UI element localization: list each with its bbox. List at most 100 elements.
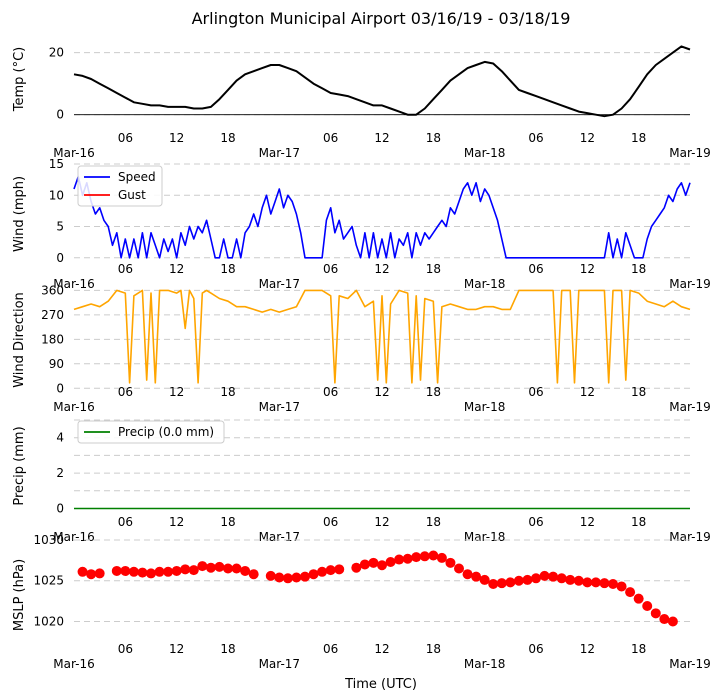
data-point	[171, 565, 182, 576]
data-point	[573, 575, 584, 586]
x-tick-label: 12	[374, 262, 389, 276]
data-point	[163, 566, 174, 577]
y-tick-label: 1025	[33, 574, 64, 588]
x-tick-label: Mar-19	[669, 146, 710, 160]
data-point	[274, 572, 285, 583]
x-tick-label: 12	[374, 131, 389, 145]
data-point	[496, 578, 507, 589]
y-tick-label: 5	[56, 220, 64, 234]
y-axis-label: MSLP (hPa)	[12, 559, 27, 631]
data-point	[471, 571, 482, 582]
y-tick-label: 1030	[33, 533, 64, 547]
x-tick-label: 12	[374, 385, 389, 399]
data-point	[402, 553, 413, 564]
y-axis-label: Wind (mph)	[12, 176, 27, 252]
data-point	[146, 568, 156, 579]
y-tick-label: 15	[49, 157, 64, 171]
data-point	[394, 554, 405, 565]
x-tick-label: 18	[426, 642, 441, 656]
data-point	[454, 563, 464, 574]
data-point	[137, 567, 148, 578]
x-tick-label: 06	[118, 385, 133, 399]
x-tick-label: Mar-18	[464, 530, 505, 544]
x-tick-label: 06	[323, 515, 338, 529]
x-tick-label: 06	[528, 515, 543, 529]
data-point	[77, 566, 88, 577]
data-point	[351, 562, 362, 573]
data-point	[231, 563, 242, 574]
x-tick-label: 18	[426, 515, 441, 529]
data-point	[505, 577, 516, 588]
data-point	[334, 564, 345, 575]
x-tick-label: Mar-18	[464, 277, 505, 291]
x-tick-label: 12	[169, 131, 184, 145]
x-tick-label: 18	[631, 642, 646, 656]
data-point	[248, 569, 259, 580]
x-tick-label: 12	[580, 642, 595, 656]
x-tick-label: 18	[631, 385, 646, 399]
data-point	[214, 561, 225, 572]
y-tick-label: 4	[56, 431, 64, 445]
data-point	[180, 564, 191, 575]
data-point	[94, 568, 105, 579]
y-tick-label: 1020	[33, 614, 64, 628]
x-tick-label: 06	[528, 385, 543, 399]
data-point	[548, 571, 559, 582]
data-point	[385, 557, 396, 567]
data-point	[86, 569, 97, 580]
x-tick-label: 12	[169, 262, 184, 276]
x-tick-label: 12	[169, 515, 184, 529]
temperature-panel: 0 20 Temp (°C) Mar-16 06 12 18 Mar-17 06 12 18 Mar-…	[12, 45, 711, 160]
data-point	[308, 569, 319, 580]
x-tick-label: 18	[426, 131, 441, 145]
x-tick-label: Mar-16	[53, 400, 94, 414]
data-point	[599, 578, 610, 589]
x-tick-label: 18	[220, 642, 235, 656]
data-point	[291, 572, 302, 583]
data-point	[300, 571, 310, 582]
data-point	[625, 587, 636, 598]
data-point	[359, 559, 370, 570]
x-tick-label: Mar-16	[53, 146, 94, 160]
y-tick-label: 2	[56, 466, 64, 480]
data-point	[197, 561, 208, 572]
x-tick-label: Mar-18	[464, 657, 505, 671]
y-tick-label: 0	[56, 501, 64, 515]
x-tick-label: Mar-17	[259, 657, 300, 671]
data-point	[205, 562, 216, 573]
y-tick-label: 10	[49, 188, 64, 202]
x-tick-label: Mar-17	[259, 146, 300, 160]
data-point	[616, 581, 627, 592]
data-point	[608, 579, 618, 589]
x-tick-label: 06	[323, 385, 338, 399]
data-point	[539, 570, 550, 581]
data-point	[582, 577, 593, 588]
data-point	[188, 565, 199, 576]
x-tick-label: 06	[323, 131, 338, 145]
x-tick-label: 18	[631, 262, 646, 276]
x-tick-label: 18	[426, 385, 441, 399]
x-tick-label: Mar-18	[464, 400, 505, 414]
data-point	[667, 616, 678, 627]
y-tick-label: 20	[49, 46, 64, 60]
data-point	[479, 574, 490, 585]
x-tick-label: 06	[118, 262, 133, 276]
y-axis-label: Temp (°C)	[12, 47, 27, 113]
y-tick-label: 0	[56, 108, 64, 122]
data-point	[462, 569, 473, 580]
x-tick-label: Mar-19	[669, 530, 710, 544]
data-point	[522, 574, 533, 585]
wind-speed-panel: 0 5 10 15 Wind (mph) Mar-16 06 12 18 Mar-17 06 12 18…	[12, 157, 711, 291]
x-tick-label: Mar-17	[259, 530, 300, 544]
x-tick-label: 18	[220, 262, 235, 276]
x-tick-label: 06	[118, 642, 133, 656]
y-tick-label: 180	[41, 332, 64, 346]
y-tick-label: 0	[56, 251, 64, 265]
data-point	[368, 557, 379, 568]
data-point	[265, 570, 276, 581]
data-point	[240, 565, 251, 576]
data-point	[120, 565, 131, 576]
data-point	[154, 566, 165, 577]
data-point	[488, 579, 499, 589]
data-point	[590, 577, 601, 588]
